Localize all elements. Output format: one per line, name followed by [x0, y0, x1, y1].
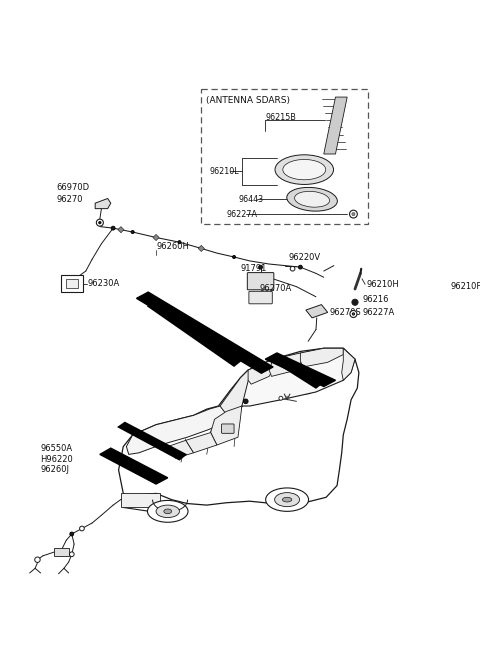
Polygon shape	[168, 440, 193, 459]
Circle shape	[80, 526, 84, 531]
Text: 96220V: 96220V	[288, 253, 321, 262]
Polygon shape	[300, 348, 343, 367]
Circle shape	[290, 266, 295, 271]
Polygon shape	[136, 292, 273, 373]
Text: 96210F: 96210F	[451, 282, 480, 291]
FancyBboxPatch shape	[249, 291, 272, 304]
Text: 91791: 91791	[240, 264, 267, 273]
Text: 66970D: 66970D	[56, 183, 89, 192]
Ellipse shape	[265, 488, 309, 511]
Text: 96227A: 96227A	[226, 210, 257, 218]
Text: 96270: 96270	[56, 195, 83, 204]
Ellipse shape	[156, 505, 180, 518]
Circle shape	[259, 265, 263, 269]
Circle shape	[243, 399, 248, 403]
Polygon shape	[265, 353, 336, 386]
Ellipse shape	[275, 155, 334, 184]
Ellipse shape	[147, 501, 188, 522]
Circle shape	[232, 255, 236, 258]
Bar	[121, 493, 160, 508]
Polygon shape	[186, 432, 217, 453]
Circle shape	[111, 226, 115, 230]
Circle shape	[299, 265, 302, 269]
Ellipse shape	[287, 188, 337, 211]
Polygon shape	[342, 348, 355, 380]
Text: 96270S: 96270S	[329, 308, 361, 317]
Polygon shape	[198, 245, 204, 251]
Ellipse shape	[275, 493, 300, 506]
Circle shape	[350, 310, 357, 318]
FancyBboxPatch shape	[247, 273, 274, 290]
Text: 96260J: 96260J	[41, 466, 70, 474]
Text: (ANTENNA SDARS): (ANTENNA SDARS)	[206, 96, 290, 105]
Polygon shape	[95, 199, 111, 209]
Circle shape	[178, 241, 181, 244]
Polygon shape	[153, 234, 159, 241]
Ellipse shape	[295, 192, 330, 207]
Text: 96210L: 96210L	[209, 167, 239, 176]
Circle shape	[352, 299, 358, 306]
Text: 96443: 96443	[239, 195, 264, 204]
Text: 96550A: 96550A	[41, 443, 72, 453]
Polygon shape	[118, 226, 124, 233]
Circle shape	[279, 396, 283, 400]
Circle shape	[96, 219, 103, 226]
Polygon shape	[240, 348, 355, 406]
Polygon shape	[269, 353, 303, 377]
Ellipse shape	[282, 497, 292, 502]
Text: 96216: 96216	[363, 295, 389, 304]
Polygon shape	[306, 304, 328, 318]
Circle shape	[70, 552, 74, 556]
FancyBboxPatch shape	[54, 548, 69, 556]
Text: 96260H: 96260H	[156, 242, 189, 251]
Text: 96210H: 96210H	[367, 280, 399, 289]
Bar	[201, 89, 368, 224]
Text: 96227A: 96227A	[363, 308, 395, 317]
Ellipse shape	[283, 159, 326, 180]
Text: 96230A: 96230A	[87, 279, 120, 288]
Circle shape	[349, 210, 357, 218]
Polygon shape	[248, 359, 276, 384]
Circle shape	[131, 230, 134, 234]
Polygon shape	[211, 406, 242, 445]
Polygon shape	[117, 422, 187, 461]
Circle shape	[70, 532, 74, 536]
Text: 96270A: 96270A	[259, 285, 291, 293]
Polygon shape	[324, 97, 347, 154]
Circle shape	[35, 557, 40, 562]
Circle shape	[352, 213, 355, 216]
Polygon shape	[119, 348, 359, 505]
Text: 96215B: 96215B	[265, 113, 296, 122]
FancyBboxPatch shape	[222, 424, 234, 434]
Polygon shape	[220, 370, 250, 419]
Text: H96220: H96220	[41, 455, 73, 464]
Polygon shape	[100, 448, 168, 484]
Polygon shape	[126, 406, 242, 455]
Polygon shape	[147, 303, 242, 367]
Circle shape	[99, 222, 101, 224]
Bar	[66, 279, 78, 288]
Polygon shape	[269, 354, 324, 389]
Circle shape	[352, 313, 355, 315]
Bar	[61, 275, 83, 292]
Ellipse shape	[164, 509, 172, 514]
